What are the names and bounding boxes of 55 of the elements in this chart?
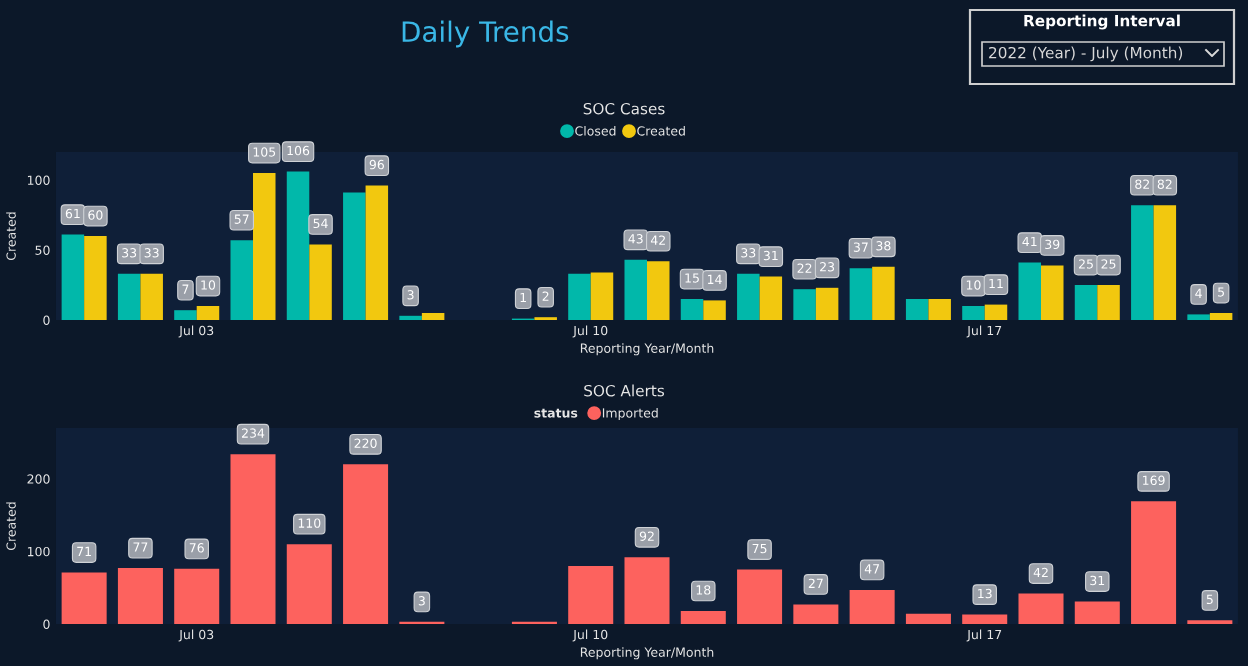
bar: [343, 464, 389, 624]
bar: [1074, 285, 1098, 320]
bar: [815, 287, 839, 320]
bar: [286, 171, 310, 320]
bar: [703, 300, 726, 320]
bar: [680, 299, 704, 320]
bar: [984, 304, 1008, 320]
bar: [1209, 313, 1233, 320]
bar: [117, 273, 141, 320]
bar: [737, 569, 783, 624]
bar: [1131, 501, 1177, 624]
bar: [590, 272, 614, 320]
bar: [793, 604, 839, 624]
bar: [196, 306, 220, 320]
bar: [1018, 262, 1041, 320]
bar: [624, 557, 670, 624]
bar: [680, 610, 726, 624]
bar: [253, 173, 276, 320]
bar: [737, 273, 760, 320]
bar: [230, 240, 253, 320]
bar: [759, 276, 783, 320]
bar: [61, 234, 85, 320]
bar: [1097, 285, 1120, 320]
bar: [309, 244, 332, 320]
bar: [421, 313, 445, 320]
bar: [140, 273, 163, 320]
bar: [1018, 593, 1064, 624]
bar: [286, 544, 332, 624]
bar: [1074, 601, 1120, 624]
bar: [647, 261, 670, 320]
bar: [624, 259, 647, 320]
bar: [905, 299, 929, 320]
bar: [872, 266, 895, 320]
bar: [61, 572, 107, 624]
bar: [174, 568, 220, 624]
bar: [928, 299, 951, 320]
bar: [568, 273, 591, 320]
bar: [962, 614, 1008, 624]
bar: [343, 192, 366, 320]
bar: [1131, 205, 1154, 320]
bar: [1153, 205, 1177, 320]
bar: [962, 306, 985, 320]
bar: [365, 185, 389, 320]
bar: [1187, 314, 1210, 320]
text: Daily Trends: [402, 20, 569, 48]
bar: [793, 289, 816, 320]
bar: [230, 454, 276, 624]
bar: [84, 236, 107, 320]
bar: [849, 589, 895, 624]
bar: [568, 565, 614, 624]
bar: [117, 568, 163, 624]
bar: [174, 310, 197, 320]
bar: [905, 613, 951, 624]
bar: [849, 268, 873, 320]
bar: [1041, 265, 1064, 320]
